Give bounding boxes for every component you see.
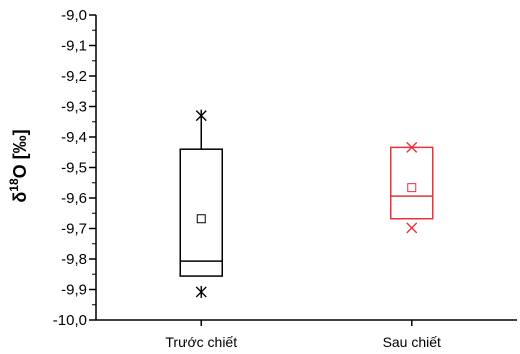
y-tick-label: -9,7 bbox=[61, 221, 87, 238]
box-series bbox=[179, 109, 434, 298]
box-iqr bbox=[179, 148, 223, 277]
y-tick-label: -9,3 bbox=[61, 99, 87, 116]
x-axis-labels: Trước chiết Sau chiết bbox=[165, 320, 441, 350]
box-iqr bbox=[390, 146, 434, 220]
min-marker bbox=[406, 222, 418, 234]
max-marker bbox=[406, 141, 418, 153]
y-axis-label-prefix: δ bbox=[10, 192, 30, 203]
x-tick-label: Sau chiết bbox=[383, 334, 441, 350]
y-tick-label: -10,0 bbox=[53, 312, 87, 329]
y-tick-label: -9,8 bbox=[61, 251, 87, 268]
x-tick-label: Trước chiết bbox=[165, 334, 237, 350]
y-tick-label: -9,0 bbox=[61, 7, 87, 24]
mean-marker bbox=[196, 214, 206, 224]
y-tick-label: -9,5 bbox=[61, 160, 87, 177]
y-axis-label-suffix: O [‰] bbox=[10, 129, 30, 178]
min-marker bbox=[195, 285, 207, 298]
y-tick-label: -9,4 bbox=[61, 129, 87, 146]
mean-marker bbox=[407, 183, 417, 193]
max-marker bbox=[195, 109, 207, 122]
y-tick-label: -9,6 bbox=[61, 190, 87, 207]
y-tick-label: -9,9 bbox=[61, 282, 87, 299]
y-axis-label: δ18O [‰] bbox=[7, 129, 30, 202]
y-tick-label: -9,1 bbox=[61, 38, 87, 55]
box-group bbox=[390, 141, 434, 234]
box-group bbox=[179, 109, 223, 298]
y-tick-label: -9,2 bbox=[61, 68, 87, 85]
y-axis-ticks: -9,0 -9,1 -9,2 -9,3 -9,4 -9,5 -9,6 -9,7 -9,8 -9,9… bbox=[53, 7, 96, 329]
y-axis-label-superscript: 18 bbox=[7, 178, 21, 192]
